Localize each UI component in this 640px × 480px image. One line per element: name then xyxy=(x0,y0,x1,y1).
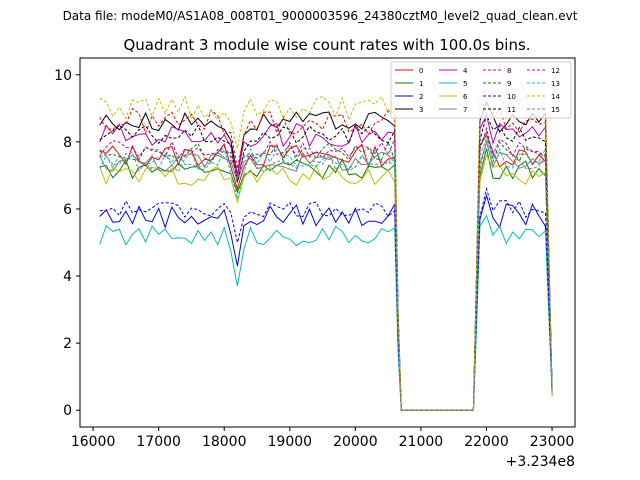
x-offset-label: +3.234e8 xyxy=(506,454,575,470)
plot-frame xyxy=(79,57,576,428)
series-line-15 xyxy=(99,141,553,411)
legend-label-5: 5 xyxy=(463,80,467,88)
legend-label-15: 15 xyxy=(551,106,560,114)
x-tick-label: 21000 xyxy=(399,434,444,450)
x-tick-label: 20000 xyxy=(333,434,378,450)
y-tick-label: 8 xyxy=(63,135,72,151)
legend-label-0: 0 xyxy=(419,67,423,75)
series-line-6 xyxy=(99,153,553,411)
y-tick-label: 4 xyxy=(63,269,72,285)
series-line-5 xyxy=(99,214,553,411)
x-tick-label: 23000 xyxy=(530,434,575,450)
series-line-10 xyxy=(99,186,553,411)
legend-label-9: 9 xyxy=(507,80,511,88)
x-tick-label: 16000 xyxy=(71,434,116,450)
y-tick-label: 10 xyxy=(54,68,72,84)
legend-label-11: 11 xyxy=(507,106,516,114)
series-line-8 xyxy=(99,100,553,411)
legend-label-6: 6 xyxy=(463,93,468,101)
x-tick-label: 17000 xyxy=(136,434,181,450)
legend-label-2: 2 xyxy=(419,93,423,101)
x-tick-label: 19000 xyxy=(268,434,313,450)
series-line-0 xyxy=(99,134,553,411)
series-line-1 xyxy=(99,148,553,411)
legend-label-1: 1 xyxy=(419,80,423,88)
x-tick-label: 22000 xyxy=(464,434,509,450)
series-line-13 xyxy=(99,137,553,411)
legend-label-13: 13 xyxy=(551,80,560,88)
legend-label-14: 14 xyxy=(551,93,560,101)
series-line-7 xyxy=(99,140,553,411)
chart-title: Quadrant 3 module wise count rates with … xyxy=(123,36,530,54)
suptitle: Data file: modeM0/AS1A08_008T01_90000035… xyxy=(63,9,578,23)
y-tick-label: 2 xyxy=(63,336,72,352)
legend-label-4: 4 xyxy=(463,67,468,75)
x-tick-label: 18000 xyxy=(202,434,247,450)
legend-box xyxy=(390,61,572,119)
legend-label-8: 8 xyxy=(507,67,511,75)
legend-label-10: 10 xyxy=(507,93,516,101)
y-tick-label: 0 xyxy=(63,403,72,419)
legend-label-7: 7 xyxy=(463,106,467,114)
series-line-14 xyxy=(99,87,553,411)
series-line-2 xyxy=(99,193,553,411)
legend-label-3: 3 xyxy=(419,106,423,114)
legend-label-12: 12 xyxy=(551,67,560,75)
y-tick-label: 6 xyxy=(63,202,72,218)
